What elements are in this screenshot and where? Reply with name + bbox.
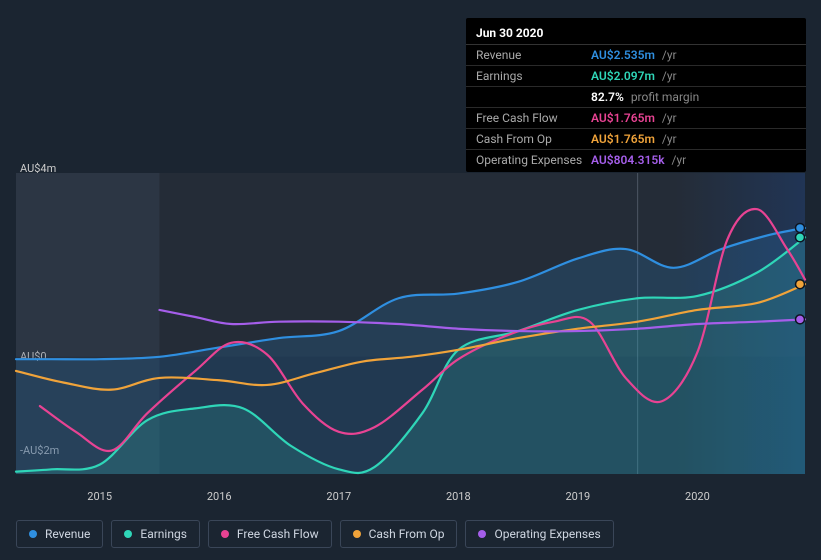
chart-legend: Revenue Earnings Free Cash Flow Cash From O… — [16, 520, 614, 548]
tooltip-row: Cash From OpAU$1.765m /yr — [466, 129, 806, 150]
tooltip-title: Jun 30 2020 — [466, 20, 806, 45]
tooltip-value: 82.7% profit margin — [591, 90, 699, 104]
tooltip-label: Cash From Op — [476, 132, 591, 146]
tooltip-label: Revenue — [476, 48, 591, 62]
legend-label: Cash From Op — [369, 527, 445, 541]
tooltip-value: AU$804.315k /yr — [591, 153, 686, 167]
legend-dot-icon — [353, 530, 361, 538]
x-axis-label: 2015 — [87, 490, 112, 503]
legend-label: Revenue — [45, 527, 90, 541]
legend-item[interactable]: Operating Expenses — [465, 520, 613, 548]
tooltip-row: RevenueAU$2.535m /yr — [466, 45, 806, 66]
legend-item[interactable]: Earnings — [111, 520, 200, 548]
x-axis-label: 2017 — [326, 490, 351, 503]
legend-item[interactable]: Cash From Op — [340, 520, 458, 548]
tooltip-row: Free Cash FlowAU$1.765m /yr — [466, 108, 806, 129]
tooltip-label: Earnings — [476, 69, 591, 83]
tooltip-label: Free Cash Flow — [476, 111, 591, 125]
tooltip-label: Operating Expenses — [476, 153, 591, 167]
legend-item[interactable]: Revenue — [16, 520, 103, 548]
x-axis-label: 2020 — [685, 490, 710, 503]
tooltip-value: AU$2.535m /yr — [591, 48, 677, 62]
legend-dot-icon — [124, 530, 132, 538]
legend-dot-icon — [478, 530, 486, 538]
legend-dot-icon — [221, 530, 229, 538]
financial-chart: { "layout":{ "width":821,"height":560, "… — [0, 0, 821, 560]
tooltip-row: EarningsAU$2.097m /yr — [466, 66, 806, 87]
legend-label: Operating Expenses — [494, 527, 600, 541]
x-axis-label: 2016 — [207, 490, 232, 503]
tooltip-row: Operating ExpensesAU$804.315k /yr — [466, 150, 806, 170]
tooltip-rows: RevenueAU$2.535m /yrEarningsAU$2.097m /y… — [466, 45, 806, 170]
x-axis-label: 2018 — [446, 490, 471, 503]
legend-dot-icon — [29, 530, 37, 538]
chart-tooltip: Jun 30 2020 RevenueAU$2.535m /yrEarnings… — [466, 18, 806, 172]
tooltip-value: AU$2.097m /yr — [591, 69, 677, 83]
legend-label: Free Cash Flow — [237, 527, 319, 541]
x-axis: 2015 2016 2017 2018 2019 2020 — [16, 490, 805, 508]
legend-item[interactable]: Free Cash Flow — [208, 520, 332, 548]
tooltip-label — [476, 90, 591, 104]
x-axis-label: 2019 — [565, 490, 590, 503]
tooltip-row: 82.7% profit margin — [466, 87, 806, 108]
tooltip-value: AU$1.765m /yr — [591, 111, 677, 125]
legend-label: Earnings — [140, 527, 187, 541]
tooltip-value: AU$1.765m /yr — [591, 132, 677, 146]
